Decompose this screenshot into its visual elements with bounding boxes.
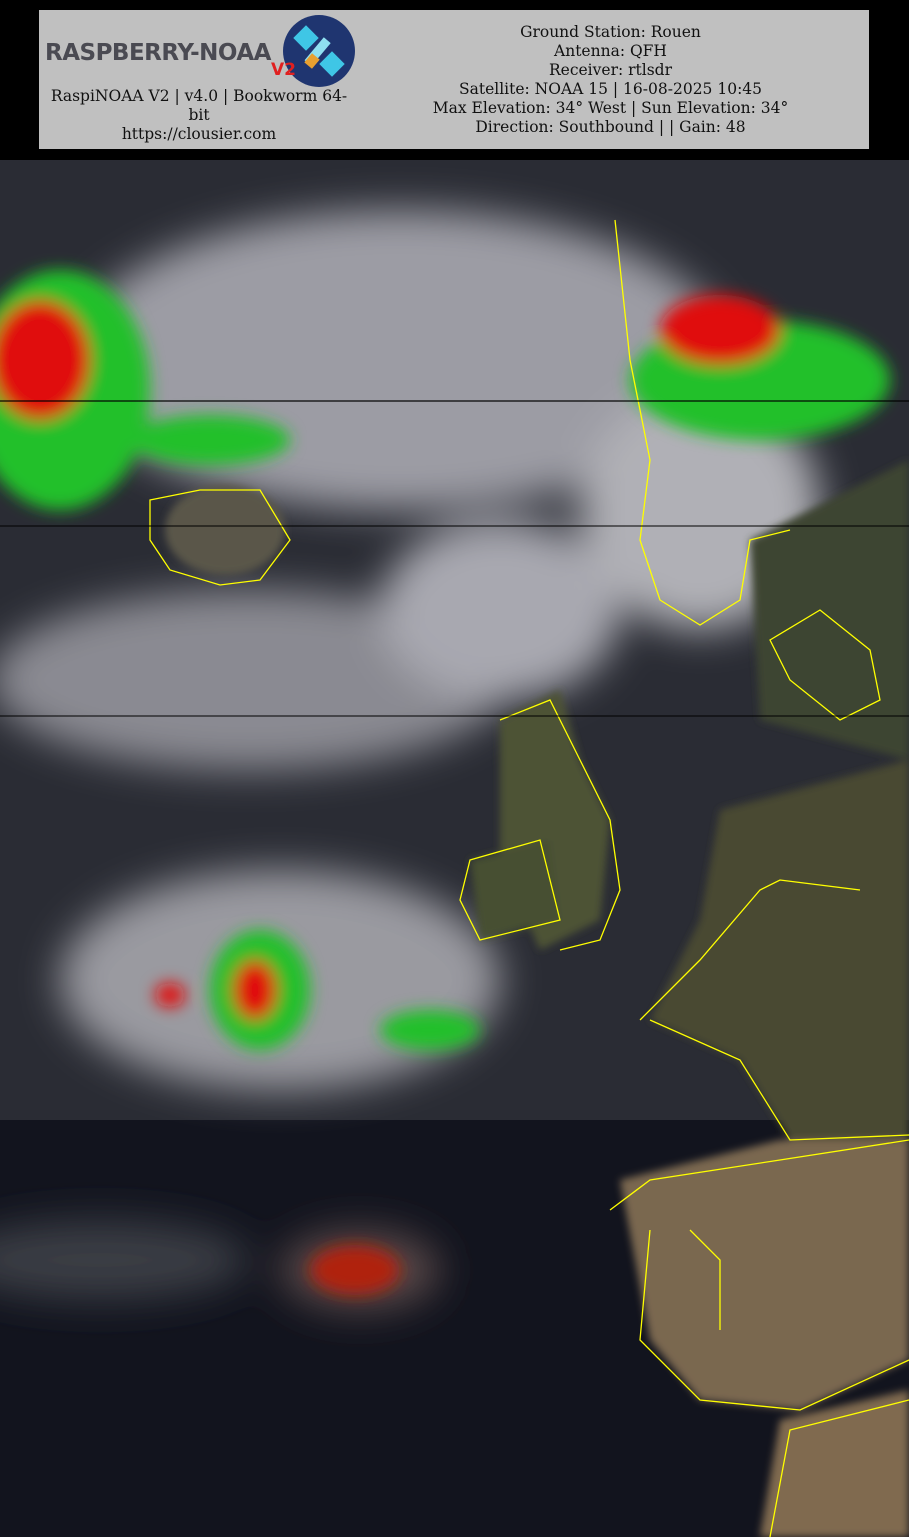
software-line: RaspiNOAA V2 | v4.0 | Bookworm 64-bit <box>50 87 348 124</box>
coastlines <box>149 219 909 1537</box>
station-info: Ground Station: Rouen Antenna: QFH Recei… <box>409 23 812 137</box>
satellite-icon <box>283 15 355 87</box>
ground-station: Ground Station: Rouen <box>520 23 701 41</box>
software-info: RaspiNOAA V2 | v4.0 | Bookworm 64-bit ht… <box>39 87 359 144</box>
logo-text: RASPBERRY-NOAA <box>45 40 271 66</box>
antenna: Antenna: QFH <box>554 42 667 60</box>
website-link[interactable]: https://clousier.com <box>121 125 277 143</box>
receiver: Receiver: rtlsdr <box>548 61 673 79</box>
satellite-image <box>0 160 909 1537</box>
raspberry-noaa-logo: RASPBERRY-NOAA V2 <box>45 14 355 94</box>
pass-info-header: RASPBERRY-NOAA V2 RaspiNOAA V2 | v4.0 | … <box>39 10 869 149</box>
direction-gain: Direction: Southbound | | Gain: 48 <box>475 118 746 136</box>
land-masses <box>165 460 909 1537</box>
precipitation-overlay <box>0 270 890 1295</box>
satellite-datetime: Satellite: NOAA 15 | 16-08-2025 10:45 <box>458 80 763 98</box>
logo-badge: V2 <box>271 60 296 80</box>
elevation: Max Elevation: 34° West | Sun Elevation:… <box>432 99 789 117</box>
